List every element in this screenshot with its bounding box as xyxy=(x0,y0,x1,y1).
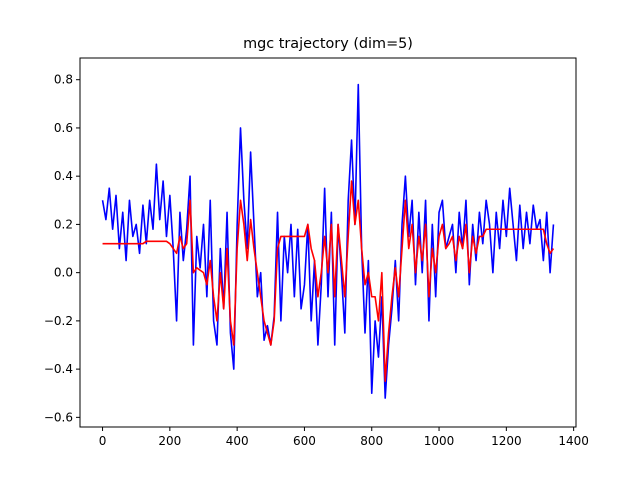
series-line-2 xyxy=(102,180,555,382)
y-tick-label: 0.2 xyxy=(54,217,73,231)
y-tick-label: −0.2 xyxy=(44,314,73,328)
y-tick-label: −0.6 xyxy=(44,410,73,424)
y-tick-label: 0.8 xyxy=(54,73,73,87)
y-tick-label: 0.6 xyxy=(54,121,73,135)
y-tick-label: 0.0 xyxy=(54,266,73,280)
chart-title: mgc trajectory (dim=5) xyxy=(243,36,413,52)
x-tick-label: 1400 xyxy=(558,434,589,448)
x-tick-label: 1000 xyxy=(424,434,455,448)
series-group xyxy=(101,83,555,399)
y-tick-label: −0.4 xyxy=(44,362,73,376)
x-tick-label: 0 xyxy=(99,434,107,448)
series-line-1 xyxy=(101,83,555,399)
y-tick-label: 0.4 xyxy=(54,169,73,183)
x-tick-label: 800 xyxy=(360,434,383,448)
plot-area xyxy=(79,57,577,428)
plot-frame xyxy=(79,57,577,428)
y-axis: −0.6 −0.4 −0.2 0.0 0.2 0.4 0.6 0.8 xyxy=(44,73,80,424)
x-axis: 0 200 400 600 800 1000 1200 1400 xyxy=(99,427,589,448)
x-tick-label: 600 xyxy=(293,434,316,448)
x-tick-label: 200 xyxy=(158,434,181,448)
x-tick-label: 1200 xyxy=(491,434,522,448)
x-tick-label: 400 xyxy=(226,434,249,448)
